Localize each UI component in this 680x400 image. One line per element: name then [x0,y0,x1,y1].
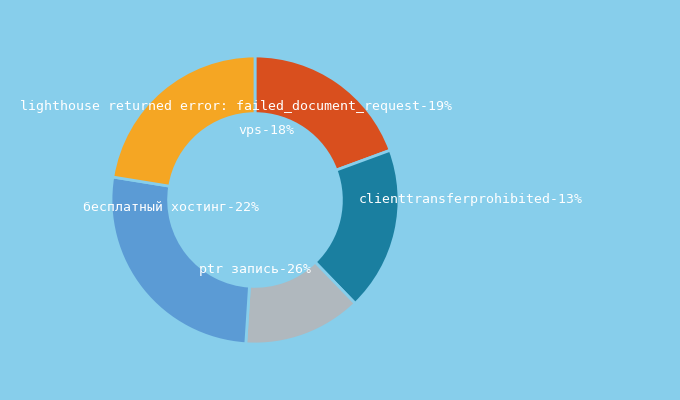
Text: бесплатный хостинг-22%: бесплатный хостинг-22% [84,201,260,214]
Wedge shape [111,177,250,344]
Wedge shape [255,56,390,170]
Text: lighthouse returned error: failed_document_request-19%: lighthouse returned error: failed_docume… [20,100,452,113]
Wedge shape [315,150,399,304]
Wedge shape [113,56,255,186]
Text: vps-18%: vps-18% [239,124,294,137]
Text: clienttransferprohibited-13%: clienttransferprohibited-13% [358,194,583,206]
Wedge shape [245,262,355,344]
Text: ptr запись-26%: ptr запись-26% [199,263,311,276]
